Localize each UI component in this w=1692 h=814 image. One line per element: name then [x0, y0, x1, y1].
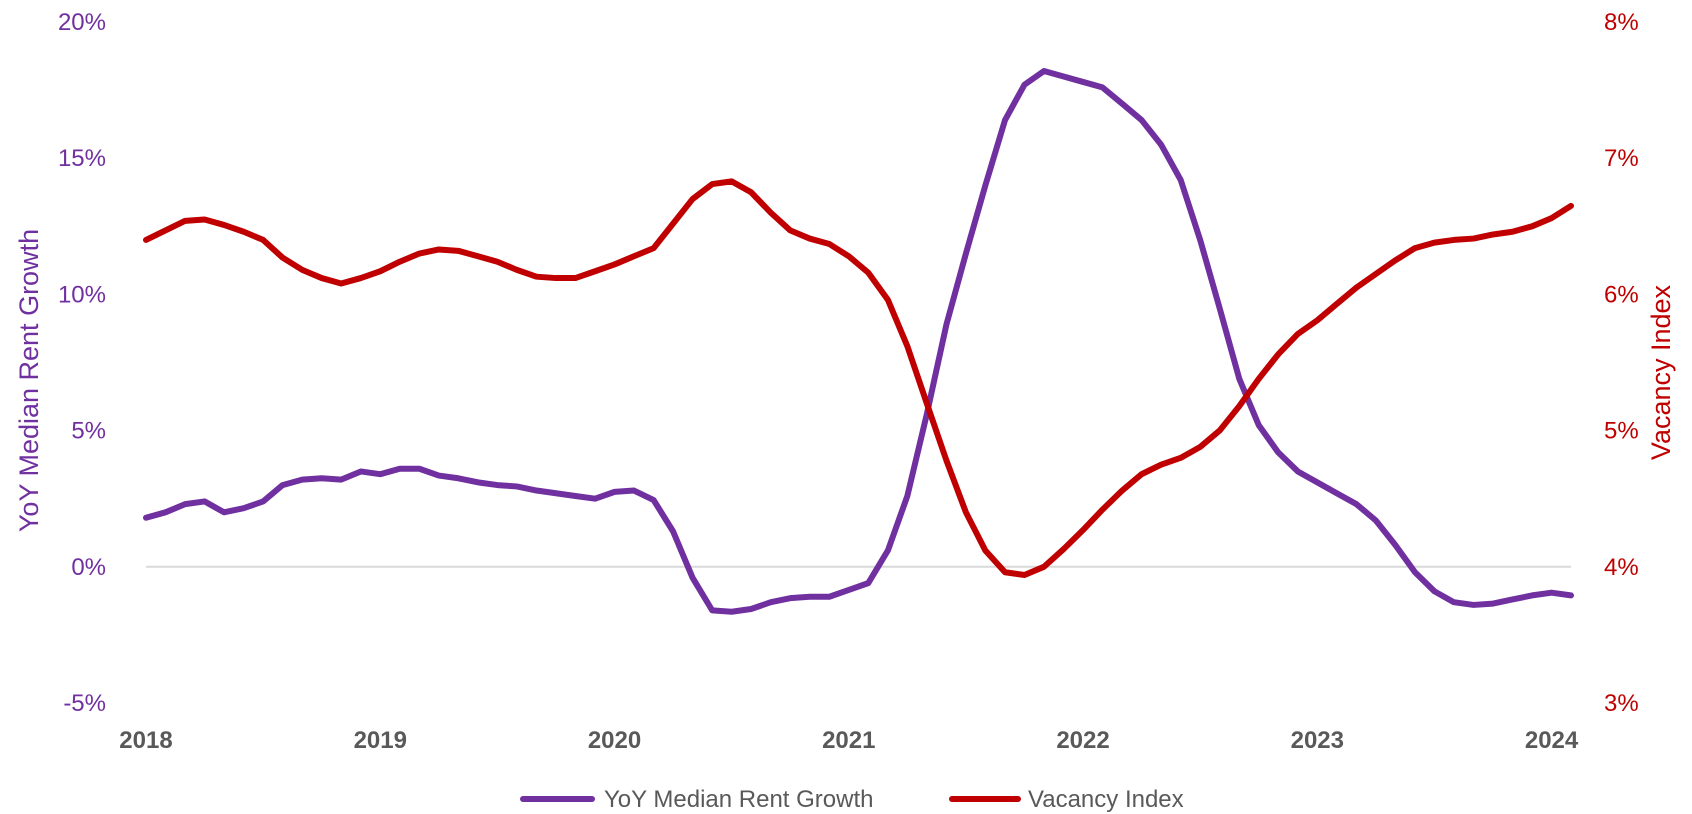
y-left-tick-label: 10%	[58, 281, 106, 308]
vacancy-index-series-line	[143, 178, 1574, 578]
y-right-tick-label: 3%	[1604, 690, 1639, 717]
y-left-tick-label: -5%	[63, 690, 106, 717]
x-tick-label: 2020	[588, 727, 641, 754]
legend-item-rent-growth-label: YoY Median Rent Growth	[604, 786, 874, 813]
y-right-axis-title: Vacancy Index	[1646, 284, 1676, 460]
y-right-tick-label: 7%	[1604, 145, 1639, 172]
y-left-tick-label: 5%	[71, 418, 106, 445]
y-left-axis-title: YoY Median Rent Growth	[14, 229, 44, 532]
y-left-tick-label: 0%	[71, 554, 106, 581]
x-tick-label: 2019	[354, 727, 407, 754]
y-right-tick-label: 5%	[1604, 418, 1639, 445]
y-right-tick-label: 4%	[1604, 554, 1639, 581]
rent-growth-series-line	[143, 68, 1574, 615]
x-tick-label: 2023	[1291, 727, 1344, 754]
x-tick-label: 2022	[1056, 727, 1109, 754]
x-tick-label: 2024	[1525, 727, 1579, 754]
y-left-tick-label: 15%	[58, 145, 106, 172]
x-tick-label: 2018	[119, 727, 172, 754]
y-left-tick-label: 20%	[58, 9, 106, 36]
x-tick-label: 2021	[822, 727, 875, 754]
y-right-tick-label: 6%	[1604, 281, 1639, 308]
legend-item-vacancy-index-label: Vacancy Index	[1028, 786, 1184, 813]
y-right-tick-label: 8%	[1604, 9, 1639, 36]
